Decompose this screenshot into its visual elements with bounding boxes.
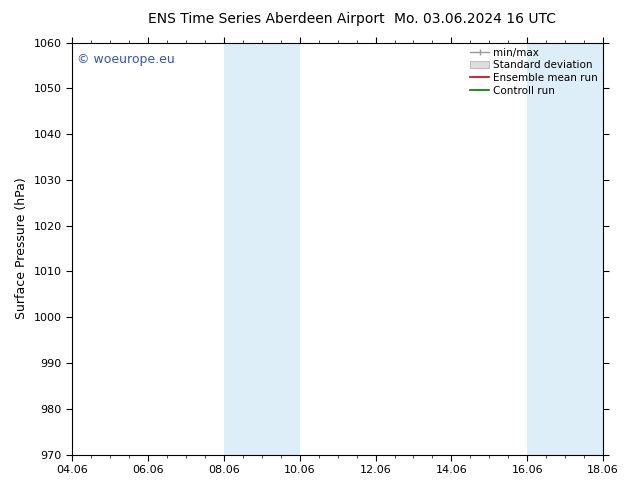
Bar: [224, 43, 300, 455]
Y-axis label: Surface Pressure (hPa): Surface Pressure (hPa): [15, 178, 28, 319]
Legend: min/max, Standard deviation, Ensemble mean run, Controll run: min/max, Standard deviation, Ensemble me…: [468, 46, 600, 98]
Bar: [527, 43, 603, 455]
Text: Mo. 03.06.2024 16 UTC: Mo. 03.06.2024 16 UTC: [394, 12, 557, 26]
Text: © woeurope.eu: © woeurope.eu: [77, 53, 175, 66]
Text: ENS Time Series Aberdeen Airport: ENS Time Series Aberdeen Airport: [148, 12, 385, 26]
